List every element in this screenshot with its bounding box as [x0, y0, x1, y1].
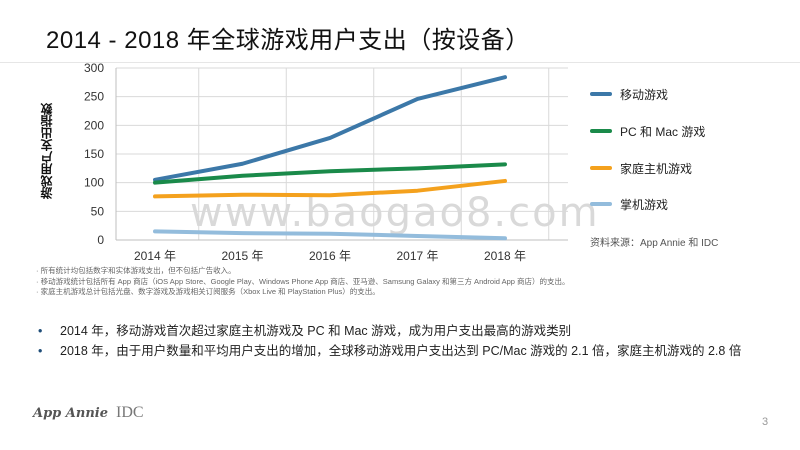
- legend-label: 移动游戏: [620, 87, 669, 102]
- footer-logos: App Annie IDC: [33, 404, 144, 422]
- legend-item: 家庭主机游戏: [590, 158, 692, 178]
- idc-logo: IDC: [116, 404, 144, 421]
- bullet-item: • 2014 年，移动游戏首次超过家庭主机游戏及 PC 和 Mac 游戏，成为用…: [34, 322, 774, 341]
- y-tick-label: 300: [84, 61, 104, 75]
- footnote: 家庭主机游戏总计包括光盘、数字游戏及游戏相关订阅服务（Xbox Live 和 P…: [36, 287, 570, 298]
- tick-labels: 0 50 100 150 200 250 300 2014 年 2015 年 2016 年 2017…: [84, 61, 526, 263]
- x-tick-label: 2014 年: [134, 249, 176, 263]
- bullet-text: 2018 年，由于用户数量和平均用户支出的增加，全球移动游戏用户支出达到 PC/…: [60, 344, 742, 358]
- legend-swatch: [590, 129, 612, 133]
- y-tick-label: 50: [91, 204, 105, 218]
- series-line: [153, 178, 507, 199]
- series-line: [153, 229, 507, 241]
- x-tick-label: 2016 年: [309, 249, 351, 263]
- footnote: 移动游戏统计包括所有 App 商店（iOS App Store、Google P…: [36, 277, 570, 288]
- legend-item: PC 和 Mac 游戏: [590, 121, 705, 141]
- bullet-list: • 2014 年，移动游戏首次超过家庭主机游戏及 PC 和 Mac 游戏，成为用…: [34, 322, 774, 362]
- title-divider: [0, 62, 800, 63]
- watermark: www.baogao8.com: [190, 190, 600, 236]
- y-tick-label: 200: [84, 118, 104, 132]
- series-line: [153, 162, 507, 185]
- app-annie-logo: App Annie: [33, 405, 108, 421]
- y-tick-label: 250: [84, 90, 104, 104]
- legend-swatch: [590, 92, 612, 96]
- legend-label: 掌机游戏: [620, 197, 669, 212]
- legend-label: PC 和 Mac 游戏: [620, 124, 706, 139]
- legend-item: 掌机游戏: [590, 194, 668, 214]
- y-tick-label: 100: [84, 176, 104, 190]
- axes: [115, 68, 568, 241]
- x-tick-label: 2017 年: [396, 249, 438, 263]
- bullet-icon: •: [38, 344, 43, 358]
- series-line: [153, 75, 507, 182]
- legend-label: 家庭主机游戏: [620, 161, 693, 176]
- bullet-text: 2014 年，移动游戏首次超过家庭主机游戏及 PC 和 Mac 游戏，成为用户支…: [60, 324, 572, 338]
- source-note: 资料来源：App Annie 和 IDC: [590, 238, 719, 249]
- y-tick-label: 150: [84, 147, 104, 161]
- legend-item: 移动游戏: [590, 84, 668, 104]
- footnotes: 所有统计均包括数字和实体游戏支出，但不包括广告收入。 移动游戏统计包括所有 Ap…: [36, 266, 570, 298]
- x-tick-label: 2018 年: [484, 249, 526, 263]
- page-title: 2014 - 2018 年全球游戏用户支出（按设备）: [46, 27, 530, 54]
- x-tick-label: 2015 年: [221, 249, 263, 263]
- y-axis-label: 游戏用户支出指数: [40, 103, 54, 199]
- bullet-item: • 2018 年，由于用户数量和平均用户支出的增加，全球移动游戏用户支出达到 P…: [34, 342, 774, 361]
- y-tick-label: 0: [97, 233, 104, 247]
- legend-swatch: [590, 166, 612, 170]
- footnote: 所有统计均包括数字和实体游戏支出，但不包括广告收入。: [36, 266, 570, 277]
- grid-lines: [116, 67, 568, 240]
- legend-swatch: [590, 202, 612, 206]
- page-number: 3: [762, 416, 769, 428]
- bullet-icon: •: [38, 324, 43, 338]
- series-lines: [153, 75, 507, 241]
